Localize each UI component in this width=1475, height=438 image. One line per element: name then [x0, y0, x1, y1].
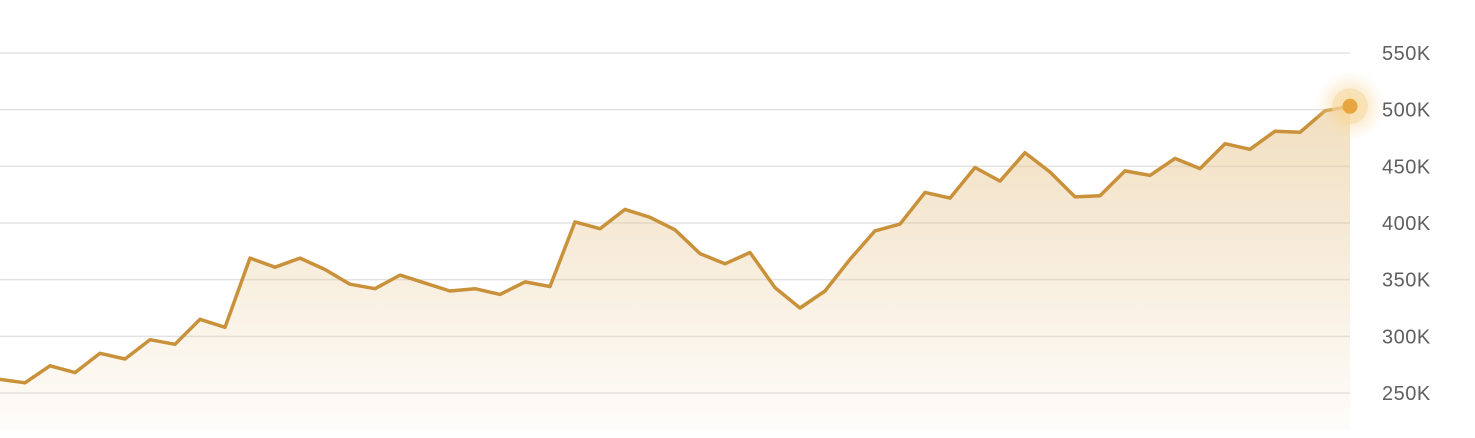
series-line [0, 104, 1352, 385]
y-axis-ticks: 250K 300K 350K 400K 450K 500K 550K [1382, 43, 1431, 405]
y-tick-label: 550K [1382, 43, 1431, 65]
last-point-dot[interactable] [1342, 98, 1358, 114]
y-tick-label: 400K [1382, 213, 1431, 235]
y-tick-label: 450K [1382, 156, 1431, 178]
y-tick-label: 300K [1382, 326, 1431, 348]
area-fill [0, 106, 1350, 431]
series-path [0, 104, 1352, 385]
last-point-marker [1314, 70, 1386, 143]
y-tick-label: 350K [1382, 270, 1431, 292]
y-tick-label: 500K [1382, 100, 1431, 122]
area-shape [0, 106, 1350, 431]
y-tick-label: 250K [1382, 383, 1431, 405]
